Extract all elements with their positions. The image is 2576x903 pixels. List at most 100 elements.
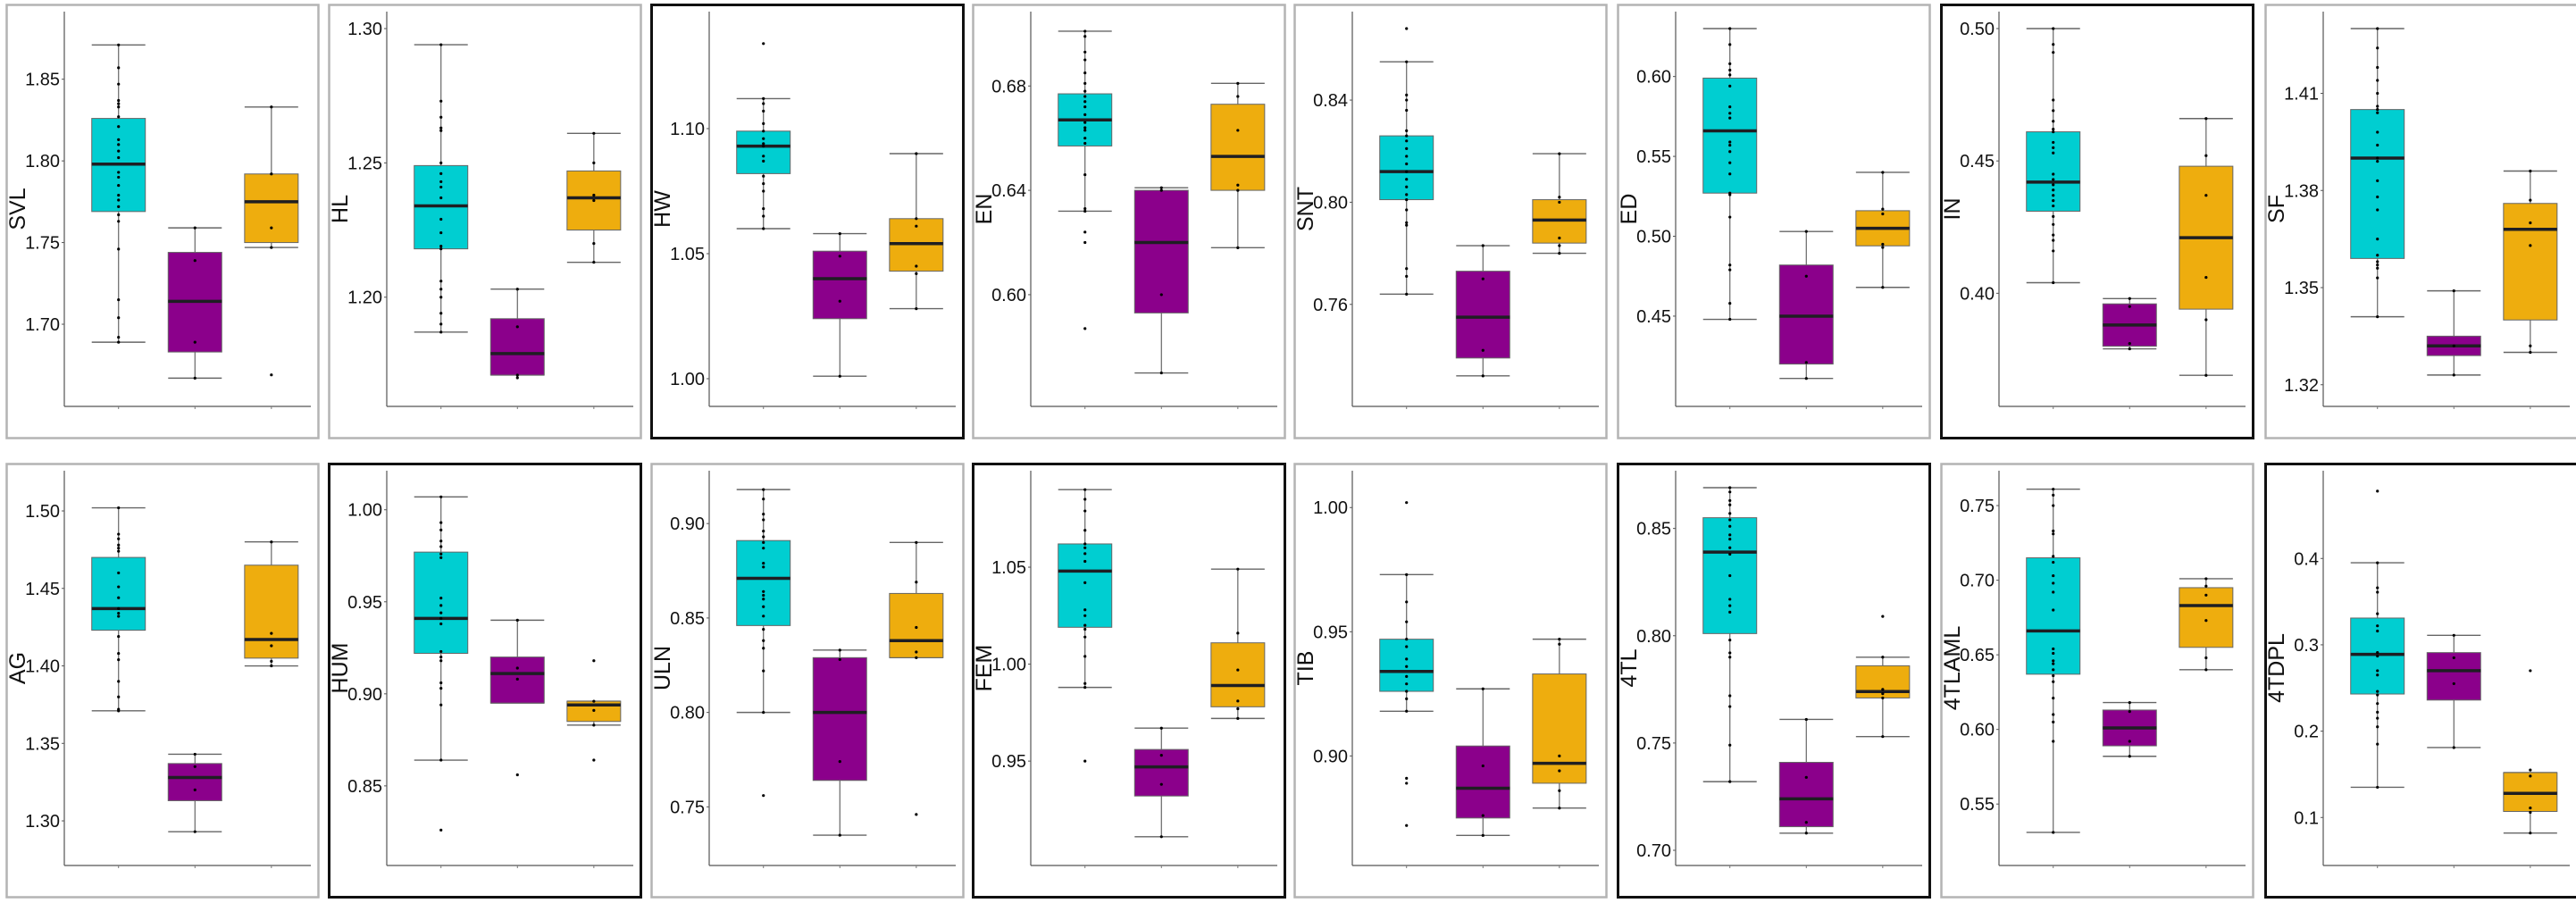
data-point [439,247,442,250]
data-point [1405,109,1408,112]
data-point [1405,147,1408,150]
data-point [439,556,442,559]
data-point [2204,276,2207,279]
data-point [1083,121,1086,124]
data-point [1405,198,1408,201]
data-point [1881,656,1884,658]
data-point [117,585,120,588]
data-point [117,194,120,196]
data-point [2376,587,2379,589]
data-point [439,162,442,164]
data-point [1083,90,1086,93]
y-axis-title: HUM [328,643,353,694]
data-point [2052,194,2054,196]
y-axis-title: HW [650,190,675,228]
y-tick-label: 0.2 [2294,723,2319,742]
data-point [1236,188,1239,191]
data-point [2376,743,2379,746]
data-point [1728,140,1731,143]
data-point [1160,783,1163,786]
data-point [2204,117,2207,120]
data-point [2453,746,2455,748]
y-axis-title: IN [1940,198,1965,221]
data-point [1083,51,1086,54]
data-point [439,681,442,684]
data-point [762,497,765,500]
data-point [1405,224,1408,227]
data-point [439,553,442,556]
data-point [1728,268,1731,271]
data-point [915,813,917,815]
data-point [1482,834,1485,837]
data-point [1881,213,1884,215]
data-point [117,138,120,141]
data-point [439,196,442,199]
data-point [1728,605,1731,607]
data-point [117,83,120,86]
data-point [2052,668,2054,671]
data-point [839,375,841,378]
iqr-box [2179,588,2233,648]
data-point [2052,215,2054,218]
data-point [1236,129,1239,131]
y-axis-title: FEM [972,645,997,692]
y-axis-title: ED [1617,194,1642,225]
data-point [1728,512,1731,514]
data-point [439,280,442,282]
panel-frame [330,464,641,898]
data-point [2052,831,2054,833]
data-point [1405,171,1408,173]
data-point [2376,27,2379,29]
y-tick-label: 0.75 [1960,497,1995,516]
data-point [1083,82,1086,85]
data-point [2529,222,2531,224]
data-point [516,619,519,622]
data-point [1083,529,1086,531]
data-point [2529,774,2531,777]
data-point [1728,598,1731,600]
data-point [2052,183,2054,186]
data-point [915,152,917,155]
data-point [1728,651,1731,654]
data-point [270,631,272,634]
data-point [439,43,442,46]
data-point [762,122,765,125]
y-axis-title: SF [2264,195,2289,223]
data-point [592,709,595,712]
data-point [2052,488,2054,490]
y-tick-label: 1.05 [991,558,1026,578]
data-point [592,723,595,726]
data-point [1405,690,1408,692]
data-point [439,172,442,175]
y-tick-label: 0.90 [1313,747,1348,766]
y-tick-label: 0.80 [1636,627,1671,647]
data-point [2529,199,2531,202]
y-tick-label: 0.80 [670,704,705,723]
y-tick-label: 1.75 [25,234,60,254]
y-tick-label: 0.70 [1636,841,1671,861]
data-point [915,307,917,310]
data-point [117,115,120,118]
data-point [1236,699,1239,702]
data-point [839,300,841,303]
y-tick-label: 1.30 [347,20,382,39]
data-point [762,562,765,564]
data-point [439,218,442,221]
data-point [1558,638,1560,640]
data-point [1083,636,1086,639]
data-point [2376,711,2379,714]
data-point [1805,832,1808,834]
data-point [762,640,765,642]
data-point [2052,681,2054,683]
data-point [1083,105,1086,108]
data-point [2052,141,2054,144]
data-point [194,259,197,262]
data-point [1405,777,1408,780]
data-point [839,648,841,651]
data-point [592,162,595,164]
data-point [439,623,442,625]
data-point [117,696,120,698]
